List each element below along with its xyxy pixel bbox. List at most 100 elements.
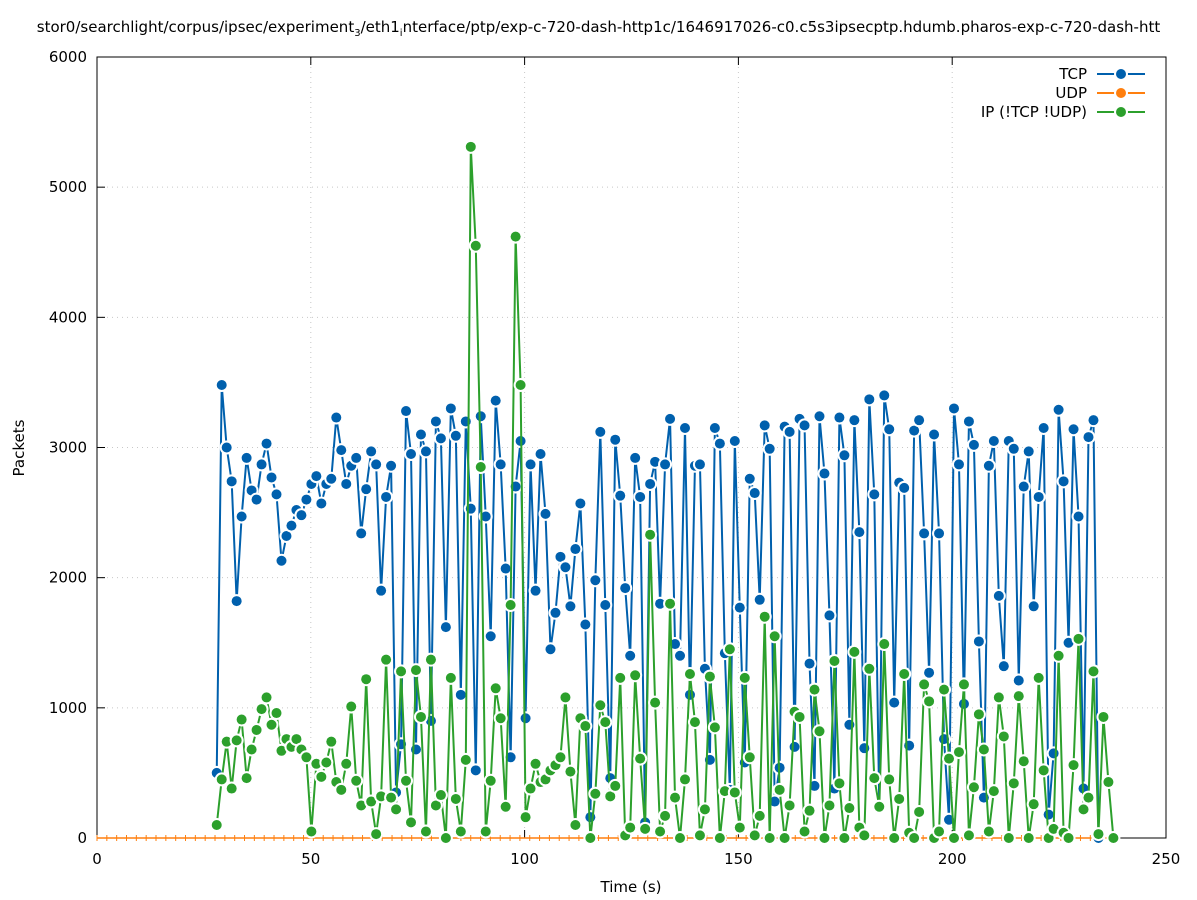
data-point — [485, 775, 496, 786]
data-point — [470, 240, 481, 251]
data-point — [406, 449, 417, 460]
legend-label: IP (!TCP !UDP) — [981, 103, 1087, 121]
data-point — [819, 833, 830, 843]
data-point — [1008, 443, 1019, 454]
x-tick-label: 50 — [301, 850, 320, 868]
data-point — [679, 422, 690, 433]
data-point — [784, 800, 795, 811]
data-point — [366, 446, 377, 457]
data-point — [1098, 711, 1109, 722]
data-point — [545, 644, 556, 655]
data-point — [216, 380, 227, 391]
data-point — [291, 734, 302, 745]
data-point — [650, 697, 661, 708]
data-point — [435, 433, 446, 444]
data-point — [829, 655, 840, 666]
data-point — [983, 826, 994, 837]
legend-marker — [1116, 69, 1126, 79]
data-point — [929, 429, 940, 440]
data-point — [351, 775, 362, 786]
data-point — [655, 598, 666, 609]
series-line — [215, 146, 1115, 842]
data-point — [1043, 833, 1054, 843]
data-point — [610, 780, 621, 791]
data-point — [988, 435, 999, 446]
data-point — [1048, 748, 1059, 759]
data-point — [485, 631, 496, 642]
data-point — [271, 489, 282, 500]
data-point — [714, 438, 725, 449]
data-point — [585, 833, 596, 843]
y-tick-label: 1000 — [49, 699, 87, 717]
data-point — [356, 528, 367, 539]
data-point — [1043, 809, 1054, 820]
y-tick-label: 3000 — [49, 439, 87, 457]
data-point — [445, 672, 456, 683]
title-part: stor0/searchlight/corpus/ipsec/experimen… — [36, 18, 355, 36]
data-point — [396, 666, 407, 677]
data-point — [993, 692, 1004, 703]
y-tick-label: 0 — [77, 829, 87, 847]
data-point — [879, 390, 890, 401]
data-point — [256, 459, 267, 470]
data-point — [864, 663, 875, 674]
data-point — [221, 736, 232, 747]
data-point — [694, 459, 705, 470]
legend-marker — [1116, 88, 1126, 98]
data-point — [665, 413, 676, 424]
x-tick-label: 100 — [510, 850, 539, 868]
data-point — [490, 683, 501, 694]
data-point — [560, 692, 571, 703]
data-point — [271, 708, 282, 719]
data-point — [909, 425, 920, 436]
data-point — [256, 704, 267, 715]
data-point — [226, 476, 237, 487]
data-point — [1023, 446, 1034, 457]
data-point — [968, 439, 979, 450]
data-point — [849, 646, 860, 657]
data-point — [684, 668, 695, 679]
data-point — [231, 735, 242, 746]
data-point — [799, 826, 810, 837]
data-point — [650, 456, 661, 467]
data-point — [988, 786, 999, 797]
data-point — [699, 804, 710, 815]
data-point — [326, 473, 337, 484]
data-point — [834, 778, 845, 789]
data-point — [625, 822, 636, 833]
data-point — [670, 639, 681, 650]
data-point — [221, 442, 232, 453]
data-point — [505, 752, 516, 763]
data-point — [1083, 432, 1094, 443]
data-point — [864, 394, 875, 405]
data-point — [645, 529, 656, 540]
data-point — [769, 631, 780, 642]
data-point — [440, 622, 451, 633]
data-point — [919, 679, 930, 690]
data-point — [660, 810, 671, 821]
data-point — [356, 800, 367, 811]
data-point — [505, 600, 516, 611]
data-point — [894, 793, 905, 804]
chart-title: stor0/searchlight/corpus/ipsec/experimen… — [37, 18, 1160, 39]
data-point — [1013, 691, 1024, 702]
data-point — [1033, 491, 1044, 502]
data-point — [889, 697, 900, 708]
data-point — [814, 411, 825, 422]
data-point — [321, 757, 332, 768]
data-point — [709, 722, 720, 733]
data-point — [620, 583, 631, 594]
data-point — [869, 773, 880, 784]
data-point — [794, 711, 805, 722]
data-point — [824, 800, 835, 811]
data-point — [1038, 765, 1049, 776]
data-point — [266, 719, 277, 730]
data-point — [889, 833, 900, 843]
title-subscript: i — [399, 28, 403, 39]
x-axis-label: Time (s) — [600, 878, 662, 896]
data-point — [1088, 666, 1099, 677]
data-point — [341, 758, 352, 769]
data-point — [665, 598, 676, 609]
data-point — [600, 600, 611, 611]
